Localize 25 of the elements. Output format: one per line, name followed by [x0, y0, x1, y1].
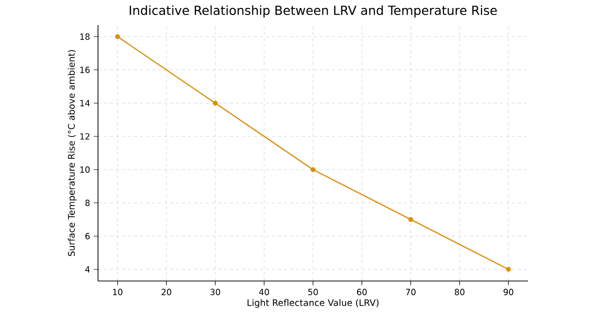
y-tick-label: 18	[80, 33, 90, 40]
y-tick-label: 12	[80, 133, 90, 140]
point	[310, 167, 316, 172]
x-tick-label: 20	[162, 288, 172, 296]
chart-title: Indicative Relationship Between LRV and Temperature Rise	[130, 5, 497, 18]
y-tick-label: 10	[80, 166, 90, 173]
x-tick-label: 10	[113, 288, 122, 296]
y-tick-label: 6	[85, 232, 90, 240]
x-tick-label: 40	[259, 288, 269, 296]
x-tick-label: 50	[308, 288, 318, 296]
y-tick-label: 16	[80, 66, 90, 74]
x-tick-label: 30	[210, 288, 220, 296]
y-axis-title: Surface Temperature Rise (°C above ambient)	[68, 50, 77, 256]
x-tick-label: 80	[454, 288, 464, 296]
point	[212, 100, 218, 106]
x-tick-label: 70	[406, 288, 416, 296]
point	[506, 266, 511, 272]
point	[408, 217, 414, 222]
x-tick-label: 90	[504, 288, 514, 296]
y-tick-label: 4	[85, 266, 90, 272]
y-tick-label: 8	[85, 200, 90, 206]
x-tick-label: 60	[357, 288, 367, 296]
point	[115, 34, 120, 40]
x-axis-title: Light Reflectance Value (LRV)	[248, 299, 378, 308]
y-tick-label: 14	[80, 100, 90, 106]
